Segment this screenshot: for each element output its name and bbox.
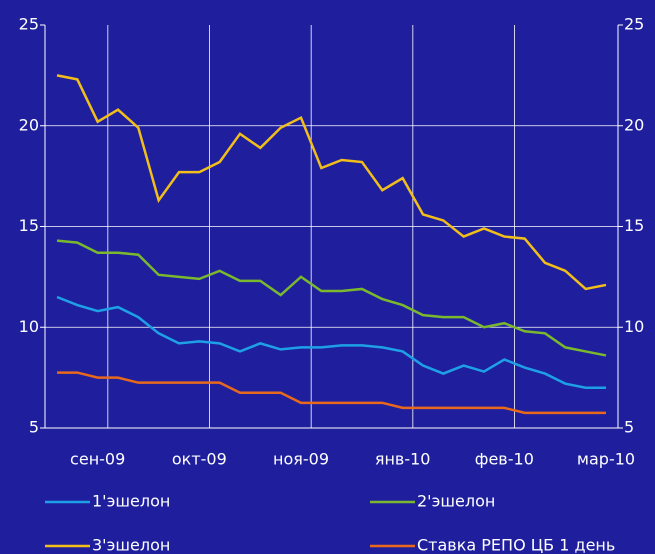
legend-label: 1'эшелон — [92, 492, 170, 511]
y2-tick-label: 5 — [624, 418, 634, 437]
y-tick-label: 5 — [29, 418, 39, 437]
y-tick-label: 15 — [19, 216, 39, 235]
y2-tick-label: 15 — [624, 216, 644, 235]
series-line — [57, 371, 606, 415]
y2-tick-label: 20 — [624, 115, 644, 134]
x-tick-label: мар-10 — [577, 450, 635, 469]
y-tick-label: 10 — [19, 317, 39, 336]
series-line — [56, 239, 607, 357]
x-tick-label: сен-09 — [70, 450, 125, 469]
x-tick-label: янв-10 — [375, 450, 431, 469]
legend-label: 3'эшелон — [92, 536, 170, 554]
y-tick-label: 20 — [19, 115, 39, 134]
y2-tick-label: 10 — [624, 317, 644, 336]
series-line — [56, 74, 607, 291]
legend-label: Ставка РЕПО ЦБ 1 день — [417, 536, 615, 554]
legend-label: 2'эшелон — [417, 492, 495, 511]
x-tick-label: окт-09 — [172, 450, 227, 469]
y2-tick-label: 25 — [624, 15, 644, 34]
x-tick-label: фев-10 — [475, 450, 534, 469]
series-line — [56, 295, 606, 389]
y-tick-label: 25 — [19, 15, 39, 34]
x-tick-label: ноя-09 — [273, 450, 329, 469]
